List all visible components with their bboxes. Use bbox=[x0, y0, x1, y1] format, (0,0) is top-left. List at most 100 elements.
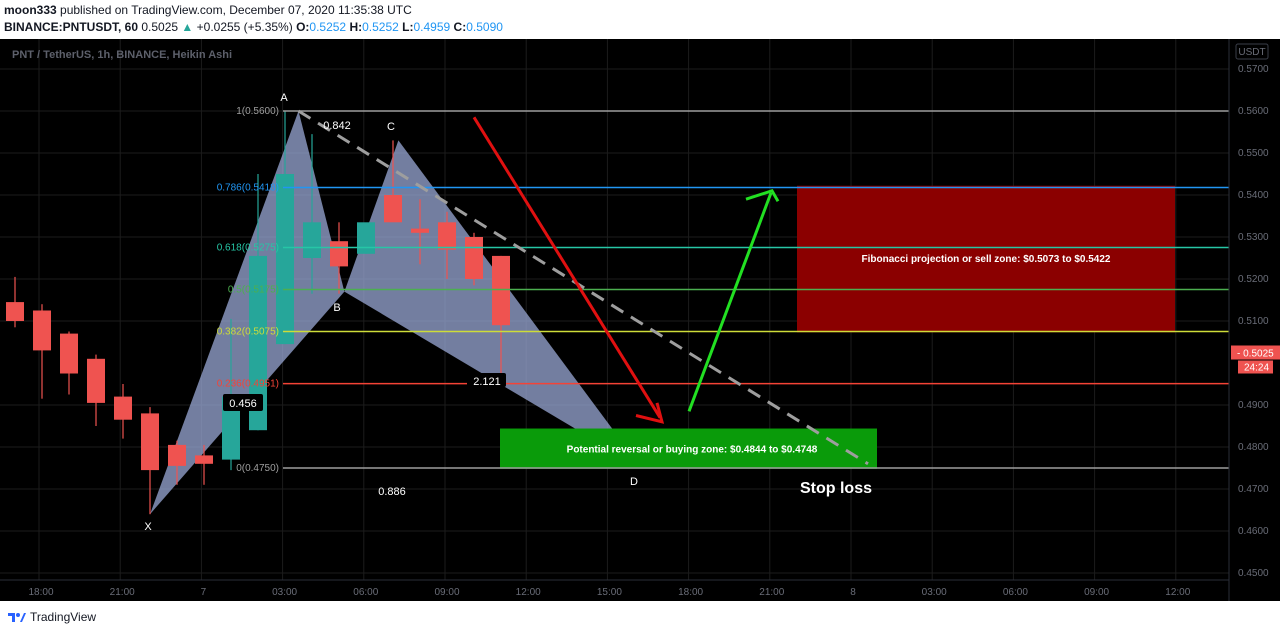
price-tick: 0.5500 bbox=[1238, 148, 1269, 159]
close-value: 0.5090 bbox=[466, 20, 503, 34]
candle-body bbox=[465, 237, 483, 279]
buy-zone bbox=[500, 428, 877, 469]
currency-box[interactable] bbox=[1235, 43, 1269, 60]
last-price-badge bbox=[1231, 345, 1280, 360]
price-tick: 0.5700 bbox=[1238, 64, 1269, 75]
ratio-label-0842: 0.842 bbox=[323, 120, 351, 132]
price-tick: 0.4700 bbox=[1238, 484, 1269, 495]
change-value: +0.0255 (+5.35%) bbox=[196, 20, 293, 34]
candle-body bbox=[303, 222, 321, 258]
candle-body bbox=[276, 174, 294, 345]
close-label: C: bbox=[453, 20, 467, 34]
last-price-tick: - 0.5025 bbox=[1237, 349, 1274, 360]
annotations: X A B C D 0.842 0.456 2.121 0.886 Stop loss bbox=[144, 92, 872, 533]
time-tick: 12:00 bbox=[516, 587, 541, 598]
candle-body bbox=[249, 255, 267, 431]
time-tick: 03:00 bbox=[922, 587, 947, 598]
candle-body bbox=[114, 396, 132, 420]
publish-line: moon333 published on TradingView.com, De… bbox=[4, 3, 412, 17]
time-tick: 06:00 bbox=[353, 587, 378, 598]
low-value: 0.4959 bbox=[413, 20, 451, 34]
point-x-label: X bbox=[144, 521, 152, 533]
candle-body bbox=[6, 302, 24, 321]
symbol-label: BINANCE:PNTUSDT, 60 bbox=[4, 20, 139, 34]
buy-zone-text: Potential reversal or buying zone: $0.48… bbox=[567, 445, 818, 456]
time-axis[interactable]: 18:00 21:00 7 03:00 06:00 09:00 12:00 15:00 18:0… bbox=[0, 579, 1229, 598]
price-axis[interactable]: USDT 0.5700 0.5600 0.5500 0.5400 0.5300 0.5200… bbox=[1228, 39, 1280, 601]
ratio-box-2121 bbox=[467, 373, 506, 387]
pattern-xab bbox=[150, 111, 345, 515]
ratio-label-0886: 0.886 bbox=[378, 486, 406, 498]
point-d-label: D bbox=[630, 476, 638, 488]
time-tick: 21:00 bbox=[759, 587, 784, 598]
ratio-label-2121: 2.121 bbox=[473, 376, 501, 388]
countdown-badge bbox=[1238, 360, 1273, 374]
fib-label: 1(0.5600) bbox=[236, 106, 279, 117]
sell-zone-text: Fibonacci projection or sell zone: $0.50… bbox=[862, 254, 1111, 265]
price-tick: 0.4500 bbox=[1238, 568, 1269, 579]
symbol-line: BINANCE:PNTUSDT, 60 0.5025 ▲ +0.0255 (+5… bbox=[4, 20, 503, 34]
price-axis-bg bbox=[1229, 39, 1280, 601]
point-c-label: C bbox=[387, 121, 395, 133]
time-tick: 03:00 bbox=[272, 587, 297, 598]
candle-body bbox=[141, 413, 159, 471]
fib-label: 0.786(0.5418) bbox=[217, 182, 279, 193]
candles bbox=[6, 111, 510, 515]
low-label: L: bbox=[402, 20, 414, 34]
time-tick: 18:00 bbox=[28, 587, 53, 598]
price-tick: 0.5600 bbox=[1238, 106, 1269, 117]
zones: Fibonacci projection or sell zone: $0.50… bbox=[500, 185, 1175, 469]
point-a-label: A bbox=[280, 92, 288, 104]
time-tick: 18:00 bbox=[678, 587, 703, 598]
price-tick: 0.4900 bbox=[1238, 400, 1269, 411]
ratio-box-0456 bbox=[223, 394, 263, 411]
high-label: H: bbox=[349, 20, 363, 34]
change-arrow-icon: ▲ bbox=[181, 20, 194, 34]
candle-body bbox=[357, 222, 375, 254]
candle-body bbox=[168, 444, 186, 466]
candle-body bbox=[492, 255, 510, 326]
price-tick: 0.5300 bbox=[1238, 232, 1269, 243]
currency-label: USDT bbox=[1238, 47, 1265, 58]
last-price: 0.5025 bbox=[141, 20, 179, 34]
up-arrowhead bbox=[745, 188, 780, 203]
countdown-label: 24:24 bbox=[1244, 363, 1269, 374]
down-arrow bbox=[472, 116, 662, 419]
open-label: O: bbox=[296, 20, 310, 34]
time-tick: 09:00 bbox=[1084, 587, 1109, 598]
time-tick: 09:00 bbox=[434, 587, 459, 598]
time-tick: 7 bbox=[201, 587, 207, 598]
price-tick: 0.5100 bbox=[1238, 316, 1269, 327]
published-text: published on TradingView.com, December 0… bbox=[60, 3, 412, 17]
time-tick: 12:00 bbox=[1165, 587, 1190, 598]
candle-body bbox=[438, 222, 456, 250]
chart-title: PNT / TetherUS, 1h, BINANCE, Heikin Ashi bbox=[12, 49, 232, 61]
time-tick: 06:00 bbox=[1003, 587, 1028, 598]
footer-brand: TradingView bbox=[30, 610, 97, 624]
footer: TradingView bbox=[8, 610, 96, 624]
price-tick: 0.4600 bbox=[1238, 526, 1269, 537]
open-value: 0.5252 bbox=[309, 20, 347, 34]
price-tick: 0.4800 bbox=[1238, 442, 1269, 453]
time-tick: 8 bbox=[850, 587, 856, 598]
fib-levels: 1(0.5600) 0.786(0.5418) 0.618(0.5275) 0.5(0… bbox=[217, 106, 1229, 474]
candle-body bbox=[330, 241, 348, 267]
price-tick: 0.5200 bbox=[1238, 274, 1269, 285]
price-chart[interactable]: PNT / TetherUS, 1h, BINANCE, Heikin Ashi… bbox=[0, 39, 1280, 601]
ratio-label-0456: 0.456 bbox=[229, 398, 257, 410]
time-tick: 15:00 bbox=[597, 587, 622, 598]
fib-label: 0.236(0.4951) bbox=[217, 379, 279, 390]
time-tick: 21:00 bbox=[110, 587, 135, 598]
dashed-trendline bbox=[297, 109, 869, 466]
fib-label: 0.5(0.5175) bbox=[228, 285, 279, 296]
fib-label: 0(0.4750) bbox=[236, 463, 279, 474]
candle-body bbox=[33, 310, 51, 351]
candle-body bbox=[222, 396, 240, 460]
author-name[interactable]: moon333 bbox=[4, 3, 57, 17]
candle-body bbox=[60, 333, 78, 374]
candle-body bbox=[87, 358, 105, 403]
price-tick: 0.5400 bbox=[1238, 190, 1269, 201]
stop-loss-label: Stop loss bbox=[800, 480, 872, 497]
candle-body bbox=[384, 195, 402, 223]
fib-label: 0.618(0.5275) bbox=[217, 243, 279, 254]
